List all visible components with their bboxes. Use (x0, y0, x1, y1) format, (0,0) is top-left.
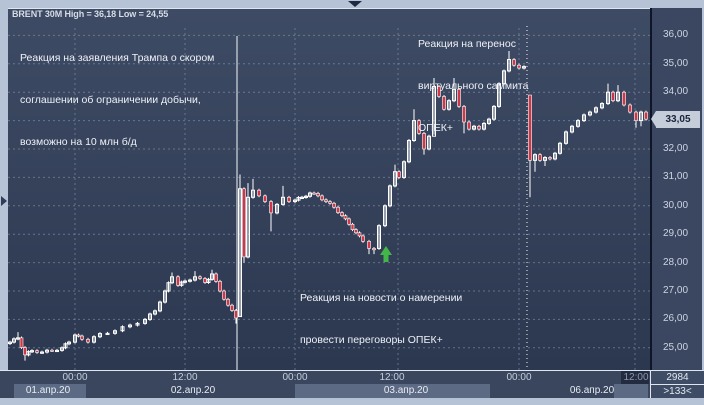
annotation-summit-delay: Реакция на перенос виртуального саммита … (418, 9, 528, 163)
scroll-right-arrow-icon[interactable] (1, 196, 7, 206)
corner-counters: 2984 >133< (650, 370, 704, 398)
scroll-down-arrow-icon[interactable] (348, 1, 362, 7)
time-label: 00:00 (282, 372, 308, 383)
price-axis[interactable]: 33,05 36,00 35,00 34,00 32,00 31,00 30,00 29,0… (651, 8, 702, 370)
time-label: 00:00 (506, 372, 532, 383)
date-label: 02.апр.20 (170, 385, 216, 396)
time-axis[interactable]: 00:00 12:00 00:00 12:00 00:00 12:00 01.апр.20… (0, 370, 650, 398)
annotation-line: Реакция на заявления Трампа о скором (20, 52, 215, 64)
annotation-line: провести переговоры ОПЕК+ (300, 334, 443, 346)
y-axis-label: 32,00 (663, 143, 689, 154)
date-label: 06.апр.20 (569, 385, 615, 396)
y-axis-label: 34,00 (663, 86, 689, 98)
date-band (614, 384, 648, 398)
y-axis-label: 28,00 (663, 256, 689, 268)
annotation-line: Реакция на перенос (418, 38, 516, 50)
axis-separator (650, 8, 652, 370)
annotation-line: возможно на 10 млн б/д (20, 136, 137, 148)
y-axis-label: 25,00 (663, 341, 689, 353)
date-band (14, 384, 86, 398)
y-axis-label: 30,00 (663, 199, 689, 211)
chart-title: BRENT 30M High = 36,18 Low = 24,55 (12, 9, 169, 19)
current-price-tag: 33,05 (651, 110, 700, 128)
date-row: 01.апр.20 02.апр.20 03.апр.20 06.апр.20 (0, 384, 650, 398)
date-band (295, 384, 490, 398)
time-label: 12:00 (623, 372, 649, 383)
time-label: 12:00 (172, 372, 198, 383)
time-label: 12:00 (379, 372, 405, 383)
y-axis-label: 36,00 (663, 29, 689, 41)
date-label: 03.апр.20 (383, 385, 429, 396)
time-row: 00:00 12:00 00:00 12:00 00:00 12:00 (0, 371, 650, 384)
lookback-counter: >133< (650, 384, 704, 398)
y-axis-label: 31,00 (663, 171, 689, 183)
y-axis-label: 26,00 (663, 313, 689, 325)
plot-border (8, 8, 650, 9)
chart-plot-area[interactable]: BRENT 30M High = 36,18 Low = 24,55 Реакц… (8, 8, 650, 388)
annotation-line: ОПЕК+ (418, 122, 453, 134)
bar-counter: 2984 (650, 370, 704, 384)
up-arrow-icon (383, 255, 389, 262)
date-label: 01.апр.20 (25, 385, 71, 396)
candlestick-canvas[interactable] (8, 8, 650, 370)
annotation-line: Реакция на новости о намерении (300, 292, 463, 304)
annotation-line: виртуального саммита (418, 80, 529, 92)
time-label: 00:00 (62, 372, 88, 383)
y-axis-label: 35,00 (663, 57, 689, 69)
y-axis-label: 27,00 (663, 285, 689, 296)
current-time-cell (621, 371, 649, 384)
y-axis-label: 29,00 (663, 228, 689, 240)
annotation-trump-statement: Реакция на заявления Трампа о скором сог… (20, 23, 214, 177)
annotation-line: соглашении об ограничении добычи, (20, 94, 201, 106)
